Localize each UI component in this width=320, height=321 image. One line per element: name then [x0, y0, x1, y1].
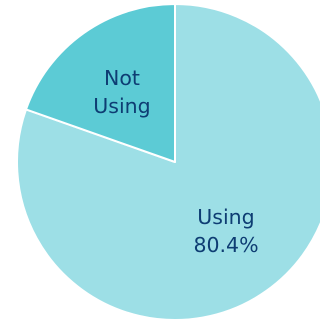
pie-slices	[16, 3, 320, 321]
pie-slice-using	[16, 3, 320, 321]
slice-name-label: Using	[197, 205, 254, 229]
slice-value-label: 80.4%	[193, 233, 258, 257]
pie-labels: Using 80.4% Not Using	[93, 66, 258, 257]
pie-slice-not-using	[25, 3, 176, 163]
slice-name-label: Not	[104, 66, 140, 90]
slice-name-label: Using	[93, 94, 150, 118]
